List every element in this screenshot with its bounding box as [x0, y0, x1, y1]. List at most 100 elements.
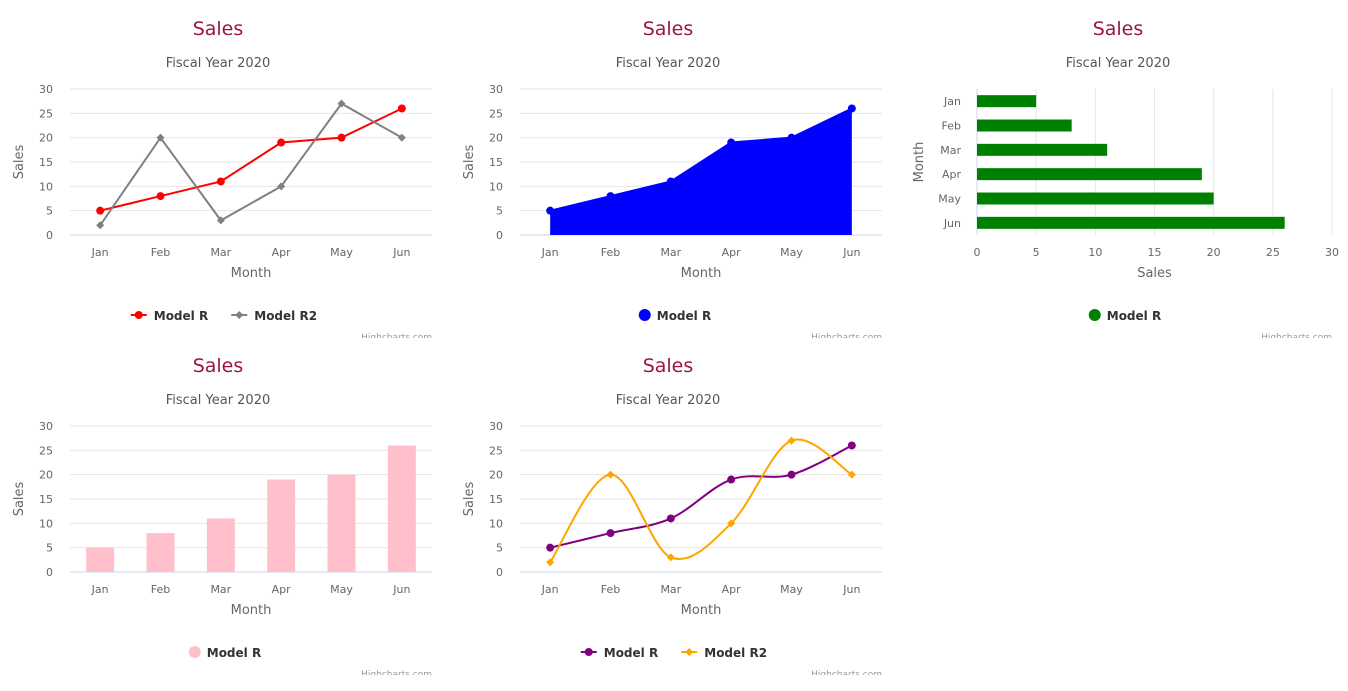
data-point — [337, 133, 346, 142]
y-tick-label: 5 — [496, 542, 503, 555]
legend-marker-symbol — [235, 311, 244, 319]
data-point — [337, 99, 346, 108]
legend-item-model-r[interactable]: Model R — [638, 309, 711, 323]
x-tick-label: Feb — [151, 246, 170, 259]
legend-item-model-r[interactable]: Model R — [1088, 309, 1161, 323]
legend-circle-symbol — [1088, 309, 1101, 321]
y-tick-label: 30 — [489, 420, 503, 433]
chart-title: Sales — [643, 355, 694, 377]
series-line — [549, 444, 853, 549]
y-tick-label: 15 — [489, 493, 503, 506]
legend-label: Model R — [154, 309, 208, 323]
chart-column: Sales Fiscal Year 2020 0 5 10 15 20 25 30 Jan Feb M… — [0, 337, 450, 680]
category-tick-label: Jan — [943, 95, 961, 108]
legend-circle-symbol — [188, 646, 201, 658]
x-tick-label: Jan — [91, 246, 109, 259]
x-tick-label: Mar — [660, 583, 681, 596]
data-point — [727, 138, 736, 147]
y-tick-label: 5 — [46, 542, 53, 555]
legend-item-model-r[interactable]: Model R — [188, 646, 261, 660]
legend-label: Model R — [657, 309, 711, 323]
data-point — [727, 475, 736, 484]
column-bar — [267, 479, 296, 572]
x-tick-label: May — [330, 246, 353, 259]
category-axis-title: Month — [912, 142, 927, 183]
y-tick-label: 30 — [39, 83, 53, 96]
legend-label: Model R2 — [254, 309, 317, 323]
value-tick-label: 5 — [1033, 246, 1040, 259]
data-point — [216, 216, 225, 225]
y-tick-label: 0 — [496, 566, 503, 579]
value-tick-label: 25 — [1266, 246, 1280, 259]
x-tick-label: Jan — [541, 583, 559, 596]
chart-area: Sales Fiscal Year 2020 0 5 10 15 20 25 30 Jan Feb M… — [450, 0, 900, 343]
chart-subtitle: Fiscal Year 2020 — [616, 56, 721, 71]
x-tick-label: Jun — [392, 246, 410, 259]
y-tick-label: 25 — [489, 107, 503, 120]
data-point — [606, 470, 615, 479]
data-point — [156, 133, 165, 142]
value-tick-label: 15 — [1148, 246, 1162, 259]
legend-marker-symbol — [134, 311, 143, 319]
value-tick-label: 10 — [1088, 246, 1102, 259]
column-bar — [206, 518, 235, 572]
x-tick-label: Mar — [210, 246, 231, 259]
y-axis-title: Sales — [12, 144, 27, 179]
chart-subtitle: Fiscal Year 2020 — [616, 393, 721, 408]
x-axis-title: Month — [231, 603, 272, 618]
y-tick-label: 5 — [496, 205, 503, 218]
legend-item-model-r2[interactable]: Model R2 — [681, 646, 767, 660]
series-line — [549, 438, 853, 563]
chart-title: Sales — [1093, 18, 1144, 40]
y-tick-label: 25 — [489, 444, 503, 457]
column-bar — [327, 474, 356, 572]
credits-link[interactable]: Highcharts.com — [1261, 333, 1332, 343]
credits-link[interactable]: Highcharts.com — [361, 670, 432, 680]
column-bar — [387, 445, 416, 572]
data-point — [666, 177, 675, 186]
credits-link[interactable]: Highcharts.com — [811, 670, 882, 680]
legend-circle-symbol — [638, 309, 651, 321]
x-tick-label: Mar — [660, 246, 681, 259]
data-point — [216, 177, 225, 186]
legend-item-model-r2[interactable]: Model R2 — [231, 309, 317, 323]
category-tick-label: Feb — [942, 120, 961, 133]
data-point — [666, 553, 675, 562]
y-tick-label: 30 — [39, 420, 53, 433]
chart-title: Sales — [193, 18, 244, 40]
y-tick-label: 20 — [39, 469, 53, 482]
data-point — [847, 470, 856, 479]
x-tick-label: May — [780, 583, 803, 596]
legend-item-model-r[interactable]: Model R — [580, 646, 658, 660]
data-point — [787, 133, 796, 142]
x-tick-label: Feb — [601, 246, 620, 259]
legend-label: Model R — [604, 646, 658, 660]
legend-item-model-r[interactable]: Model R — [130, 309, 208, 323]
category-tick-label: Apr — [942, 168, 962, 181]
data-point — [606, 529, 615, 538]
data-point — [277, 138, 286, 147]
data-point — [847, 441, 856, 450]
data-point — [397, 133, 406, 142]
y-tick-label: 0 — [496, 229, 503, 242]
y-tick-label: 10 — [39, 517, 53, 530]
chart-subtitle: Fiscal Year 2020 — [166, 56, 271, 71]
data-point — [397, 104, 406, 113]
x-tick-label: Apr — [272, 246, 292, 259]
data-point — [606, 192, 615, 201]
data-point — [787, 470, 796, 479]
data-point — [727, 519, 736, 528]
x-tick-label: May — [330, 583, 353, 596]
value-tick-label: 0 — [974, 246, 981, 259]
series-line — [549, 107, 853, 212]
bar — [977, 119, 1072, 132]
x-tick-label: May — [780, 246, 803, 259]
x-tick-label: Feb — [601, 583, 620, 596]
series-line — [99, 107, 403, 212]
data-point — [156, 192, 165, 201]
x-tick-label: Mar — [210, 583, 231, 596]
bar — [977, 216, 1285, 229]
y-tick-label: 20 — [39, 132, 53, 145]
y-tick-label: 25 — [39, 444, 53, 457]
area-fill — [550, 108, 852, 235]
